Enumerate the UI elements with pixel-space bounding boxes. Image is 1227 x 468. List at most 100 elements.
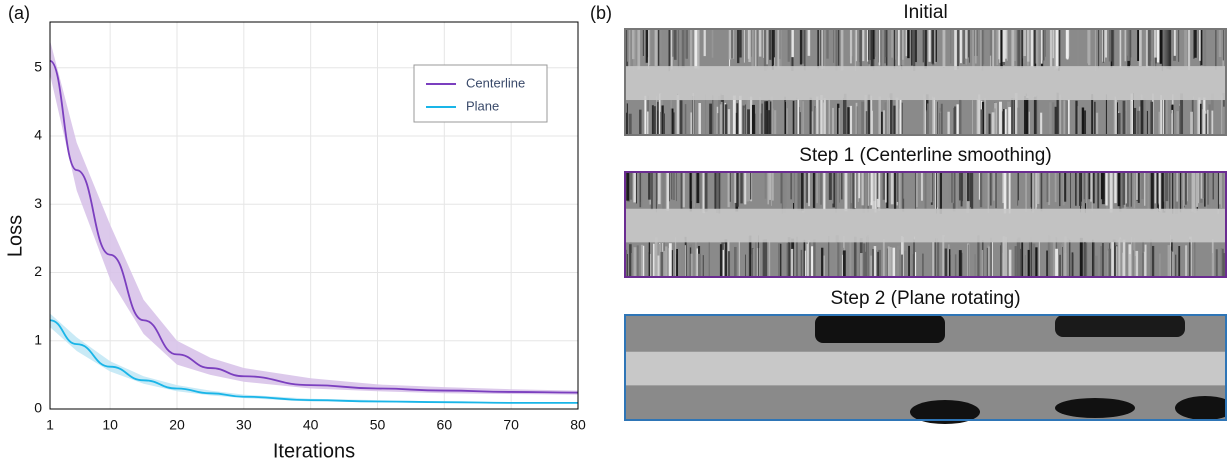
image-texture [1199, 103, 1202, 135]
image-texture [952, 172, 954, 204]
image-texture [1150, 172, 1154, 211]
image-texture [1067, 238, 1070, 277]
image-texture [1059, 172, 1061, 207]
image [624, 28, 1227, 136]
image-texture [974, 254, 976, 277]
image-texture [980, 29, 983, 69]
image-texture [685, 29, 688, 59]
image-title: Step 1 (Centerline smoothing) [799, 145, 1051, 166]
image-texture [1163, 29, 1166, 68]
image-texture [748, 29, 751, 63]
image-texture [1049, 29, 1053, 67]
image-texture [1013, 29, 1016, 62]
image-texture [1172, 251, 1174, 277]
image-texture [1054, 172, 1057, 203]
image-texture [739, 29, 742, 58]
image-texture [1223, 106, 1225, 135]
image-texture [1144, 244, 1147, 277]
image-texture [1164, 29, 1168, 68]
image-texture [898, 29, 900, 66]
image-texture [795, 97, 798, 135]
image-texture [1221, 248, 1224, 277]
image-texture [950, 29, 952, 64]
image-texture [802, 101, 805, 135]
image-texture [1053, 29, 1056, 70]
image-texture [814, 105, 816, 135]
image-texture [874, 172, 877, 213]
image-texture [858, 172, 861, 199]
image-texture [661, 105, 664, 135]
image-texture [990, 172, 992, 206]
image-texture [817, 29, 819, 69]
image-texture [1135, 172, 1138, 200]
image-texture [1038, 240, 1040, 277]
image-texture [1114, 96, 1116, 135]
image-texture [1091, 239, 1094, 277]
image-texture [1053, 241, 1056, 277]
image-texture [975, 29, 977, 64]
image-texture [1171, 250, 1173, 277]
image-texture [1094, 101, 1096, 135]
image-texture [1017, 29, 1021, 68]
image-texture [828, 236, 830, 277]
image-texture [654, 237, 658, 277]
image-texture [828, 99, 831, 135]
image-texture [896, 245, 900, 277]
image-texture [1016, 239, 1018, 277]
image-texture [734, 172, 737, 203]
legend-label: Plane [466, 98, 499, 113]
image-texture [900, 29, 903, 61]
image-texture [877, 251, 879, 277]
image-texture [809, 97, 812, 135]
image-texture [871, 110, 873, 135]
image-texture [867, 29, 869, 62]
image-texture [651, 105, 654, 135]
image-texture [981, 101, 985, 135]
image-texture [902, 29, 904, 60]
image-texture [650, 172, 653, 210]
image-texture [787, 237, 791, 277]
image-texture [1201, 109, 1203, 135]
image-texture [626, 172, 630, 201]
image-texture [722, 249, 725, 277]
image-texture [1108, 29, 1112, 62]
image-texture [1025, 172, 1027, 213]
image-texture [1207, 109, 1210, 135]
image-texture [891, 29, 894, 58]
image-texture [724, 239, 728, 277]
image-texture [844, 172, 848, 212]
image-texture [887, 97, 889, 135]
image-texture [915, 252, 917, 277]
image-texture [755, 241, 757, 277]
image-texture [1175, 396, 1227, 420]
image-texture [799, 112, 801, 135]
image-texture [1075, 100, 1078, 135]
image-texture [913, 29, 917, 63]
image-texture [870, 255, 873, 277]
image-texture [796, 99, 800, 135]
image-texture [745, 99, 747, 135]
image-texture [747, 29, 750, 59]
image-texture [752, 248, 754, 277]
image-texture [861, 101, 865, 135]
image-texture [902, 172, 905, 212]
image-texture [1192, 172, 1196, 210]
image-texture [1196, 99, 1198, 135]
image-texture [702, 255, 704, 277]
image-texture [769, 172, 771, 200]
image-texture [1040, 29, 1043, 64]
image-texture [989, 113, 991, 135]
image-texture [993, 108, 996, 135]
image-texture [1092, 172, 1095, 204]
image-texture [1144, 172, 1146, 206]
image-texture [631, 252, 633, 277]
image-texture [1160, 95, 1162, 135]
image-texture [991, 112, 995, 135]
image-texture [1117, 239, 1120, 277]
image-texture [854, 172, 856, 209]
image-texture [892, 247, 896, 277]
image-texture [1034, 247, 1038, 277]
image-texture [937, 101, 938, 135]
image-texture [871, 172, 875, 210]
image-texture [1023, 29, 1026, 57]
